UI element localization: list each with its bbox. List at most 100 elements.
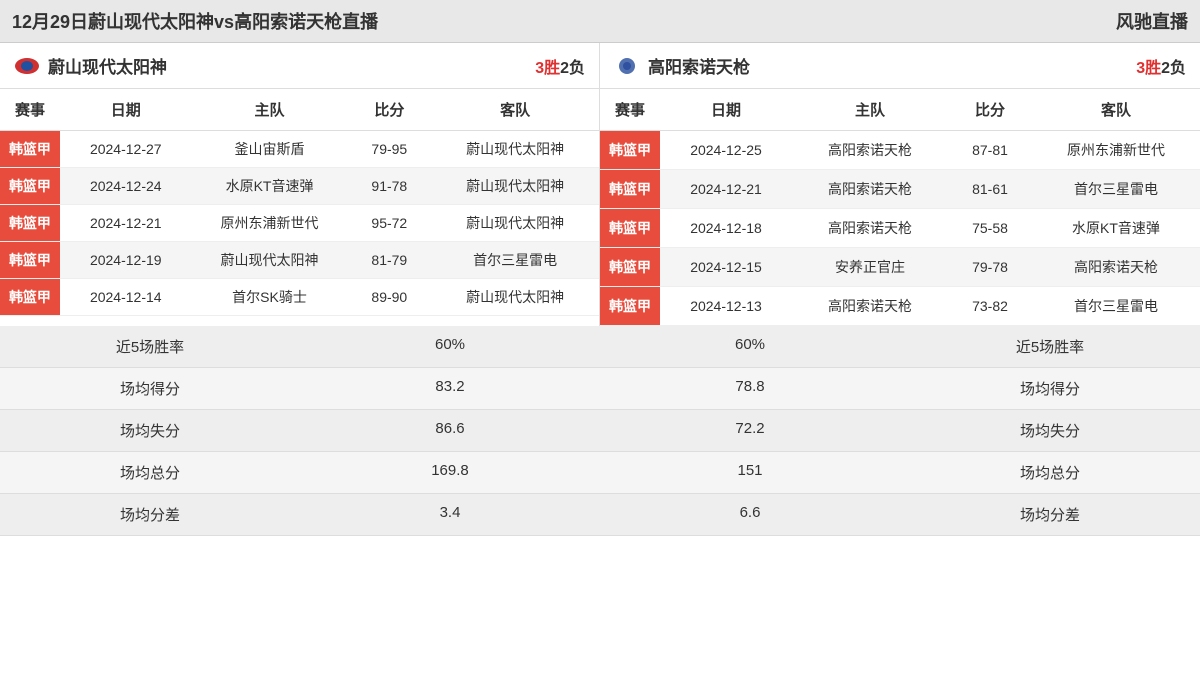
game-date: 2024-12-21 — [60, 205, 192, 242]
col-league: 赛事 — [0, 89, 60, 131]
table-row[interactable]: 韩篮甲2024-12-21原州东浦新世代95-72蔚山现代太阳神 — [0, 205, 599, 242]
away-team: 原州东浦新世代 — [1032, 131, 1200, 170]
league-badge: 韩篮甲 — [0, 279, 60, 316]
col-score: 比分 — [347, 89, 431, 131]
left-games-table: 赛事 日期 主队 比分 客队 韩篮甲2024-12-27釜山宙斯盾79-95蔚山… — [0, 89, 599, 316]
league-badge: 韩篮甲 — [0, 131, 60, 168]
stats-right-col: 60% 近5场胜率 78.8 场均得分 72.2 场均失分 151 场均总分 6… — [600, 326, 1200, 536]
col-home: 主队 — [192, 89, 348, 131]
col-league: 赛事 — [600, 89, 660, 131]
game-score: 81-79 — [347, 242, 431, 279]
home-team: 釜山宙斯盾 — [192, 131, 348, 168]
team-logo-icon — [614, 57, 640, 75]
stats-row: 场均总分 169.8 — [0, 452, 600, 494]
stats-label: 近5场胜率 — [0, 326, 300, 367]
home-team: 原州东浦新世代 — [192, 205, 348, 242]
page-header: 12月29日蔚山现代太阳神vs高阳索诺天枪直播 风驰直播 — [0, 0, 1200, 43]
col-home: 主队 — [792, 89, 948, 131]
col-date: 日期 — [660, 89, 792, 131]
league-badge: 韩篮甲 — [600, 131, 660, 170]
main-container: 蔚山现代太阳神 3胜2负 赛事 日期 主队 比分 客队 韩篮甲2024-12-2… — [0, 43, 1200, 326]
right-team-name: 高阳索诺天枪 — [648, 53, 750, 78]
left-team-header: 蔚山现代太阳神 3胜2负 — [0, 43, 599, 89]
game-date: 2024-12-13 — [660, 287, 792, 326]
right-panel: 高阳索诺天枪 3胜2负 赛事 日期 主队 比分 客队 韩篮甲2024-12-25… — [600, 43, 1200, 326]
league-badge: 韩篮甲 — [0, 242, 60, 279]
stats-label: 场均总分 — [0, 452, 300, 493]
stats-row: 6.6 场均分差 — [600, 494, 1200, 536]
home-team: 安养正官庄 — [792, 248, 948, 287]
game-date: 2024-12-27 — [60, 131, 192, 168]
site-name: 风驰直播 — [1116, 8, 1188, 34]
away-team: 蔚山现代太阳神 — [431, 205, 599, 242]
stats-row: 78.8 场均得分 — [600, 368, 1200, 410]
stats-value: 78.8 — [600, 368, 900, 409]
left-table-header-row: 赛事 日期 主队 比分 客队 — [0, 89, 599, 131]
stats-row: 场均失分 86.6 — [0, 410, 600, 452]
game-score: 79-78 — [948, 248, 1032, 287]
game-date: 2024-12-15 — [660, 248, 792, 287]
game-score: 95-72 — [347, 205, 431, 242]
league-badge: 韩篮甲 — [600, 287, 660, 326]
table-row[interactable]: 韩篮甲2024-12-13高阳索诺天枪73-82首尔三星雷电 — [600, 287, 1200, 326]
home-team: 高阳索诺天枪 — [792, 287, 948, 326]
right-team-header: 高阳索诺天枪 3胜2负 — [600, 43, 1200, 89]
away-team: 首尔三星雷电 — [1032, 170, 1200, 209]
table-row[interactable]: 韩篮甲2024-12-21高阳索诺天枪81-61首尔三星雷电 — [600, 170, 1200, 209]
stats-row: 72.2 场均失分 — [600, 410, 1200, 452]
stats-label: 近5场胜率 — [900, 326, 1200, 367]
stats-row: 场均分差 3.4 — [0, 494, 600, 536]
league-badge: 韩篮甲 — [0, 205, 60, 242]
home-team: 首尔SK骑士 — [192, 279, 348, 316]
stats-label: 场均得分 — [0, 368, 300, 409]
league-badge: 韩篮甲 — [600, 170, 660, 209]
right-record: 3胜2负 — [1136, 54, 1186, 78]
away-team: 首尔三星雷电 — [431, 242, 599, 279]
stats-label: 场均得分 — [900, 368, 1200, 409]
table-row[interactable]: 韩篮甲2024-12-27釜山宙斯盾79-95蔚山现代太阳神 — [0, 131, 599, 168]
right-table-header-row: 赛事 日期 主队 比分 客队 — [600, 89, 1200, 131]
home-team: 高阳索诺天枪 — [792, 209, 948, 248]
stats-value: 3.4 — [300, 494, 600, 535]
left-panel: 蔚山现代太阳神 3胜2负 赛事 日期 主队 比分 客队 韩篮甲2024-12-2… — [0, 43, 600, 326]
game-score: 91-78 — [347, 168, 431, 205]
col-away: 客队 — [1032, 89, 1200, 131]
stats-value: 60% — [300, 326, 600, 367]
league-badge: 韩篮甲 — [0, 168, 60, 205]
right-games-table: 赛事 日期 主队 比分 客队 韩篮甲2024-12-25高阳索诺天枪87-81原… — [600, 89, 1200, 326]
stats-row: 60% 近5场胜率 — [600, 326, 1200, 368]
table-row[interactable]: 韩篮甲2024-12-25高阳索诺天枪87-81原州东浦新世代 — [600, 131, 1200, 170]
table-row[interactable]: 韩篮甲2024-12-18高阳索诺天枪75-58水原KT音速弹 — [600, 209, 1200, 248]
game-date: 2024-12-24 — [60, 168, 192, 205]
stats-value: 72.2 — [600, 410, 900, 451]
game-score: 89-90 — [347, 279, 431, 316]
away-team: 蔚山现代太阳神 — [431, 131, 599, 168]
left-team-name: 蔚山现代太阳神 — [48, 53, 167, 78]
left-losses: 2负 — [560, 60, 585, 77]
stats-value: 151 — [600, 452, 900, 493]
table-row[interactable]: 韩篮甲2024-12-14首尔SK骑士89-90蔚山现代太阳神 — [0, 279, 599, 316]
col-date: 日期 — [60, 89, 192, 131]
game-score: 87-81 — [948, 131, 1032, 170]
league-badge: 韩篮甲 — [600, 209, 660, 248]
table-row[interactable]: 韩篮甲2024-12-15安养正官庄79-78高阳索诺天枪 — [600, 248, 1200, 287]
game-date: 2024-12-25 — [660, 131, 792, 170]
away-team: 高阳索诺天枪 — [1032, 248, 1200, 287]
home-team: 水原KT音速弹 — [192, 168, 348, 205]
table-row[interactable]: 韩篮甲2024-12-24水原KT音速弹91-78蔚山现代太阳神 — [0, 168, 599, 205]
game-date: 2024-12-14 — [60, 279, 192, 316]
table-row[interactable]: 韩篮甲2024-12-19蔚山现代太阳神81-79首尔三星雷电 — [0, 242, 599, 279]
game-date: 2024-12-19 — [60, 242, 192, 279]
stats-value: 83.2 — [300, 368, 600, 409]
away-team: 蔚山现代太阳神 — [431, 279, 599, 316]
home-team: 高阳索诺天枪 — [792, 131, 948, 170]
game-score: 73-82 — [948, 287, 1032, 326]
away-team: 水原KT音速弹 — [1032, 209, 1200, 248]
stats-label: 场均分差 — [900, 494, 1200, 535]
col-score: 比分 — [948, 89, 1032, 131]
stats-row: 151 场均总分 — [600, 452, 1200, 494]
team-logo-icon — [14, 57, 40, 75]
away-team: 蔚山现代太阳神 — [431, 168, 599, 205]
league-badge: 韩篮甲 — [600, 248, 660, 287]
game-score: 79-95 — [347, 131, 431, 168]
